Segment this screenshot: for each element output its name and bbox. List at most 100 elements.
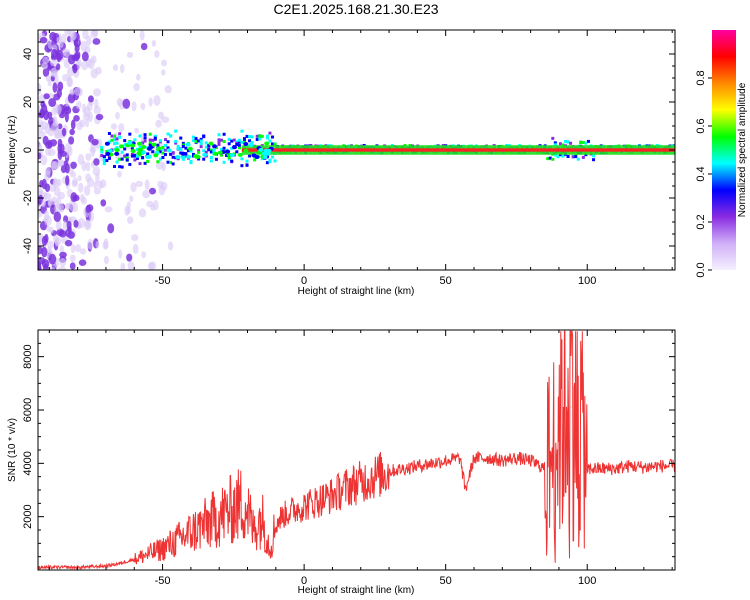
heatmap-cell <box>237 152 243 157</box>
heatmap-cell <box>271 142 275 146</box>
heatmap-cell <box>118 132 122 136</box>
heatmap-cell <box>62 48 67 57</box>
heatmap-cell <box>225 151 229 155</box>
heatmap-cell <box>255 134 259 138</box>
heatmap-cell <box>258 134 262 138</box>
heatmap-cell <box>230 159 234 163</box>
heatmap-cell <box>59 245 64 254</box>
heatmap-cell <box>248 154 252 158</box>
heatmap-cell <box>107 140 111 144</box>
heatmap-cell <box>59 251 67 258</box>
heatmap-cell <box>44 215 52 227</box>
heatmap-cell <box>40 154 48 166</box>
heatmap-cell <box>138 134 142 138</box>
heatmap-cell <box>61 73 70 82</box>
snr-y-tick-label: 4000 <box>22 451 34 475</box>
heatmap-cell <box>89 211 95 222</box>
heatmap-cell <box>42 263 49 270</box>
heatmap-cell <box>69 262 76 270</box>
heatmap-cell <box>169 134 173 138</box>
heatmap-cell <box>225 149 231 154</box>
heatmap-cell <box>268 160 272 164</box>
colorbar-tick-label: 0.8 <box>695 70 707 85</box>
heatmap-cell <box>68 136 75 145</box>
heatmap-y-tick-label: 0 <box>22 147 34 153</box>
heatmap-cell <box>45 141 53 149</box>
heatmap-cell <box>232 138 236 142</box>
heatmap-cell <box>91 138 99 146</box>
heatmap-cell <box>214 157 218 161</box>
heatmap-cell <box>41 199 46 208</box>
heatmap-cell <box>553 141 557 145</box>
heatmap-cell <box>254 154 260 159</box>
heatmap-cell <box>87 95 94 103</box>
heatmap-cell <box>158 139 162 143</box>
heatmap-cell <box>248 142 254 147</box>
heatmap-cell <box>55 104 62 116</box>
heatmap-cell <box>231 145 237 150</box>
snr-line-panel: -50 0 50 100 2000 4000 6000 8000 Height of str… <box>7 329 676 596</box>
heatmap-cell <box>143 136 147 140</box>
heatmap-cell <box>204 150 208 154</box>
heatmap-cell <box>87 177 94 188</box>
heatmap-cell <box>38 104 41 113</box>
heatmap-cell <box>125 156 129 160</box>
heatmap-cell <box>105 159 109 163</box>
heatmap-cell <box>561 154 565 158</box>
snr-y-axis-label: SNR (10 * v/v) <box>7 418 18 482</box>
heatmap-cell <box>260 134 264 138</box>
heatmap-cell <box>115 141 119 145</box>
heatmap-cell <box>174 141 178 145</box>
heatmap-cell <box>192 139 196 143</box>
heatmap-cell <box>546 157 550 161</box>
heatmap-cell <box>273 143 277 147</box>
heatmap-cell <box>130 154 134 158</box>
heatmap-cell <box>124 205 130 216</box>
heatmap-cell <box>107 131 111 135</box>
heatmap-cell <box>47 198 52 207</box>
heatmap-cell <box>184 154 188 158</box>
heatmap-cell <box>566 140 570 144</box>
heatmap-cell <box>90 68 98 79</box>
heatmap-cell <box>87 238 94 250</box>
heatmap-cell <box>138 145 142 149</box>
heatmap-cell <box>67 93 76 104</box>
heatmap-cell <box>113 142 117 146</box>
heatmap-y-tick-label: 20 <box>22 96 34 108</box>
heatmap-cell <box>222 146 226 150</box>
heatmap-y-tick-label: -20 <box>22 190 34 206</box>
heatmap-cell <box>227 156 231 160</box>
heatmap-cell <box>148 132 152 136</box>
heatmap-cell <box>576 157 580 161</box>
heatmap-cell <box>92 38 101 45</box>
heatmap-cell <box>148 261 157 270</box>
heatmap-cell <box>212 148 216 152</box>
heatmap-cell <box>139 30 145 41</box>
heatmap-cell <box>160 59 168 67</box>
heatmap-cell <box>44 183 50 192</box>
heatmap-cell <box>217 150 223 155</box>
heatmap-cell <box>163 148 167 152</box>
heatmap-cell <box>146 152 150 156</box>
heatmap-cell <box>57 149 63 161</box>
snr-y-axis: 2000 4000 6000 8000 <box>22 329 675 571</box>
heatmap-cell <box>43 109 49 121</box>
heatmap-cell <box>581 141 585 145</box>
heatmap-cell <box>100 150 104 154</box>
heatmap-cell <box>85 161 91 172</box>
heatmap-cell <box>268 131 272 135</box>
heatmap-cell <box>160 69 166 76</box>
heatmap-cell <box>148 138 152 142</box>
heatmap-cell <box>130 182 137 193</box>
heatmap-cell <box>71 31 77 41</box>
heatmap-cell <box>185 142 191 147</box>
heatmap-cell <box>49 31 57 41</box>
heatmap-cell <box>100 145 104 149</box>
heatmap-cell <box>171 151 175 155</box>
heatmap-cell <box>117 170 122 178</box>
heatmap-cell <box>202 149 206 153</box>
colorbar-tick-label: 0.6 <box>695 118 707 133</box>
heatmap-cell <box>85 205 91 214</box>
heatmap-cell <box>85 35 92 46</box>
heatmap-cell <box>118 144 124 149</box>
